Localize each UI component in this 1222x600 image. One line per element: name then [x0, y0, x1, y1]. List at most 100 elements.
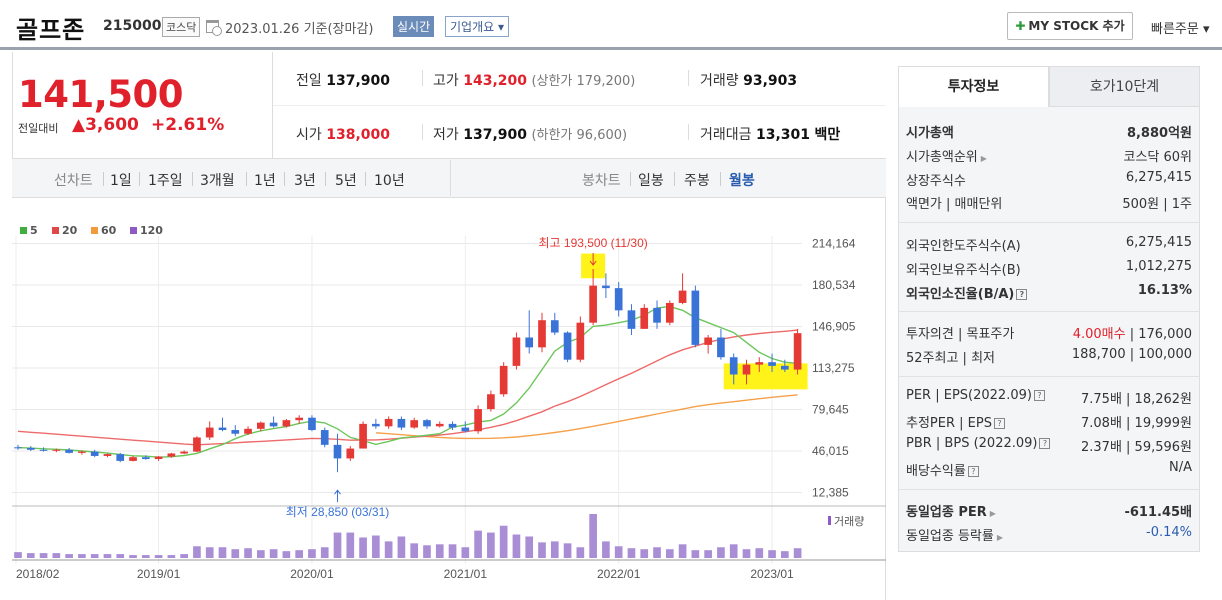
candle-chart-label[interactable]: 봉차트	[582, 173, 621, 189]
add-mystock-button[interactable]: ✚ MY STOCK 추가	[1007, 12, 1133, 40]
divider	[688, 70, 689, 86]
candle	[474, 409, 482, 432]
candle	[653, 307, 661, 323]
volume-legend-swatch	[828, 516, 831, 525]
divider	[365, 172, 366, 186]
candle-monthly[interactable]: 월봉	[729, 173, 755, 189]
divider	[898, 376, 1200, 377]
period-1d[interactable]: 1일	[110, 173, 132, 189]
market-cap-rank-row[interactable]: 시가총액순위 ▶ 코스닥 60위	[906, 146, 1192, 166]
prev-close-label: 전일	[296, 73, 322, 89]
candle	[538, 320, 546, 348]
market-badge: 코스닥	[162, 17, 201, 37]
stock-code: 215000	[103, 18, 162, 34]
volume-bar	[461, 547, 470, 558]
candle	[576, 322, 585, 360]
open-stat: 시가 138,000	[296, 124, 390, 144]
52w-row: 52주최고 | 최저 188,700 | 100,000	[906, 347, 1192, 367]
divider	[688, 124, 689, 140]
volume-bar	[205, 547, 214, 558]
panel-body	[899, 107, 1199, 551]
volume-stat: 거래량 93,903	[700, 70, 797, 90]
ma60-line	[375, 394, 798, 440]
volume-bar	[218, 547, 227, 558]
info-icon[interactable]: ?	[1016, 289, 1028, 300]
candle	[435, 423, 444, 427]
low-annotation: 최저 28,850 (03/31)	[286, 505, 389, 519]
volume-bar	[244, 548, 252, 558]
candle	[256, 422, 265, 429]
dividend-row: 배당수익률? N/A	[906, 460, 1192, 480]
ma20-line	[17, 329, 798, 446]
period-1w[interactable]: 1주일	[148, 173, 183, 189]
divider	[422, 70, 423, 86]
info-icon[interactable]: ?	[993, 418, 1005, 429]
volume-bar	[141, 555, 150, 558]
volume-bar	[780, 551, 789, 558]
foreign-ratio-value: 16.13%	[1137, 283, 1192, 298]
period-3y[interactable]: 3년	[294, 173, 316, 189]
rank-value: 코스닥 60위	[1123, 150, 1192, 165]
period-1y[interactable]: 1년	[254, 173, 276, 189]
volume-bar	[755, 548, 764, 558]
opinion-label: 투자의견 | 목표주가	[906, 327, 1015, 342]
foreign-limit-value: 6,275,415	[1125, 235, 1192, 250]
amount-value: 13,301	[755, 127, 811, 143]
info-icon[interactable]: ?	[1033, 390, 1045, 401]
candle	[499, 365, 508, 395]
divider	[630, 172, 631, 186]
volume-bar	[269, 549, 278, 558]
candle	[755, 362, 764, 365]
candle	[550, 320, 559, 333]
candle	[704, 337, 712, 345]
divider	[898, 311, 1200, 312]
period-5y[interactable]: 5년	[335, 173, 357, 189]
divider	[898, 222, 1200, 223]
candle-weekly[interactable]: 주봉	[684, 173, 710, 189]
date-text: 2023.01.26 기준(장마감)	[225, 22, 374, 37]
dividend-label: 배당수익률	[906, 464, 966, 479]
quick-order-dropdown[interactable]: 빠른주문 ▾	[1151, 22, 1210, 37]
candle	[665, 302, 674, 323]
volume-bar	[563, 543, 572, 558]
candle	[78, 451, 86, 453]
x-tick-label: 2023/01	[750, 567, 794, 581]
volume-bar	[39, 553, 48, 558]
candlestick-chart[interactable]: 214,164 180,534 146,905 113,275 79,645 46,015…	[12, 198, 886, 600]
volume-value: 93,903	[743, 73, 798, 89]
company-overview-dropdown[interactable]: 기업개요 ▾	[445, 16, 509, 37]
tab-invest-info[interactable]: 투자정보	[898, 66, 1049, 107]
candle	[359, 423, 367, 449]
sector-per-row[interactable]: 동일업종 PER ▶ -611.45배	[906, 501, 1192, 521]
est-per-label: 추정PER | EPS	[906, 416, 992, 431]
open-value: 138,000	[326, 127, 390, 143]
x-tick-label: 2019/01	[137, 567, 181, 581]
down-arrow-icon	[589, 252, 597, 266]
info-icon[interactable]: ?	[967, 466, 979, 477]
volume-bar	[231, 549, 240, 558]
chart-toolbar	[12, 158, 886, 198]
volume-bar	[589, 514, 597, 558]
divider	[192, 172, 193, 186]
candle-daily[interactable]: 일봉	[638, 173, 664, 189]
triangle-right-icon: ▶	[980, 154, 987, 163]
line-chart-label[interactable]: 선차트	[54, 173, 93, 189]
candle	[780, 365, 789, 370]
realtime-button[interactable]: 실시간	[393, 16, 435, 37]
foreign-holding-value: 1,012,275	[1125, 259, 1192, 274]
pbr-bps-label: PBR | BPS (2022.09)	[906, 436, 1038, 451]
period-10y[interactable]: 10년	[374, 173, 405, 189]
sector-change-value: -0.14%	[1146, 525, 1192, 540]
sector-change-row[interactable]: 동일업종 등락률 ▶ -0.14%	[906, 525, 1192, 545]
company-name: 골프존	[16, 16, 86, 44]
candle	[793, 333, 802, 370]
tab-quote-10[interactable]: 호가10단계	[1049, 66, 1200, 107]
triangle-right-icon: ▶	[996, 533, 1004, 542]
foreign-ratio-label: 외국인소진율(B/A)	[906, 287, 1015, 302]
volume-bar	[129, 555, 137, 558]
info-icon[interactable]: ?	[1039, 438, 1051, 449]
period-3m[interactable]: 3개월	[200, 173, 235, 189]
candle	[563, 332, 572, 360]
volume-bar	[346, 532, 355, 558]
candle	[244, 428, 252, 434]
